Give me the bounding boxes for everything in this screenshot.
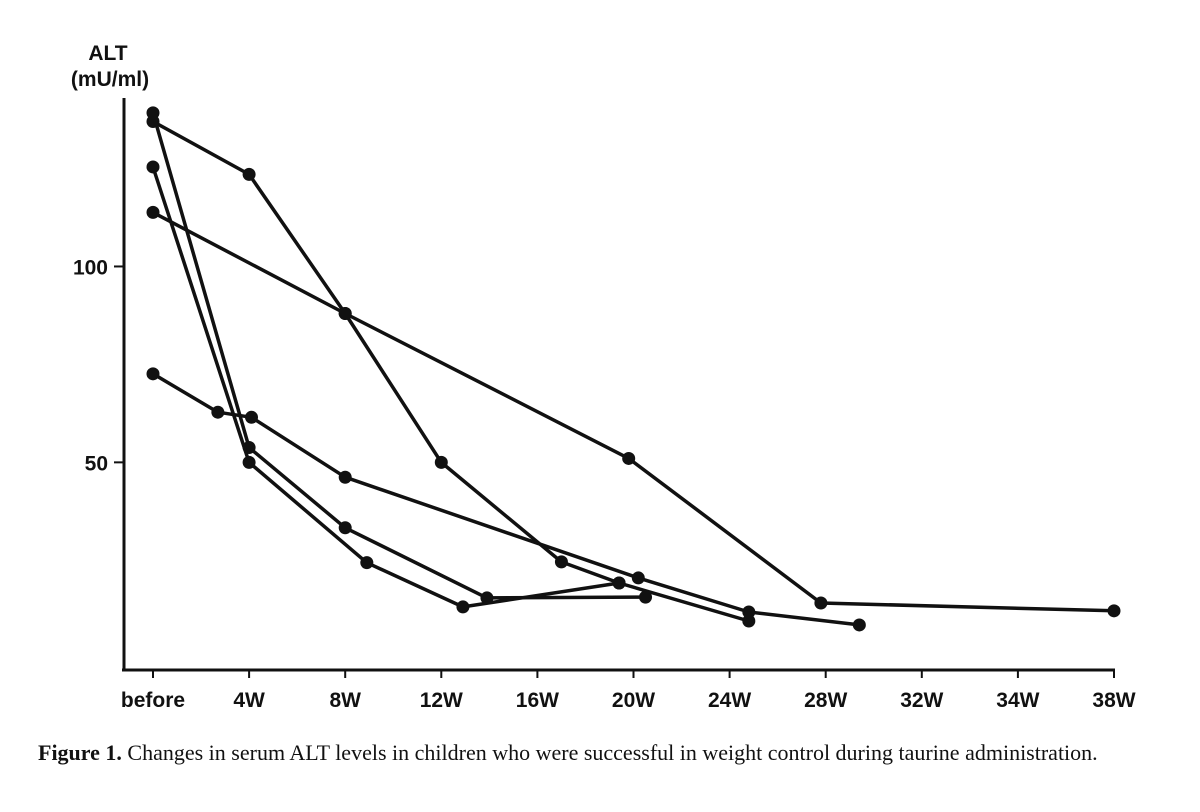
data-point	[360, 556, 374, 570]
data-point	[211, 405, 225, 419]
series-line	[151, 112, 646, 600]
data-point	[146, 205, 160, 219]
data-point	[242, 167, 256, 181]
data-point	[146, 367, 160, 381]
x-tick-label: 38W	[1092, 689, 1135, 712]
data-point	[245, 410, 259, 424]
y-axis-label-line2: (mU/ml)	[71, 68, 149, 91]
x-tick-label: 8W	[329, 689, 361, 712]
data-point	[554, 555, 568, 569]
y-tick-label: 100	[73, 256, 108, 279]
caption-text: Changes in serum ALT levels in children …	[121, 740, 1098, 765]
x-tick-label: 20W	[612, 689, 655, 712]
x-tick-label: 28W	[804, 689, 847, 712]
data-point	[742, 614, 756, 628]
data-point	[612, 576, 626, 590]
x-tick-label: before	[121, 689, 185, 712]
x-tick-label: 4W	[233, 689, 265, 712]
data-point	[338, 521, 352, 535]
series-line	[152, 372, 860, 627]
data-point	[146, 160, 160, 174]
series-line	[152, 119, 750, 623]
data-point	[338, 306, 352, 320]
series-3	[146, 160, 626, 614]
x-tick-label: 24W	[708, 689, 751, 712]
data-point	[456, 600, 470, 614]
data-point	[639, 590, 653, 604]
alt-line-chart: ALT (mU/ml) before 4W 8W 12W 16W 20W 24W 28W 32W…	[71, 42, 1136, 712]
caption-label: Figure 1.	[38, 740, 122, 765]
data-point	[742, 605, 756, 619]
y-tick-label: 50	[85, 452, 108, 475]
data-point	[631, 571, 645, 585]
x-tick-label: 34W	[996, 689, 1039, 712]
data-point	[1107, 604, 1121, 618]
series-2	[146, 106, 653, 605]
x-tick-label: 16W	[516, 689, 559, 712]
data-point	[852, 618, 866, 632]
series-1	[146, 115, 756, 628]
data-point	[434, 455, 448, 469]
y-axis-label-line1: ALT	[88, 42, 127, 65]
series-line	[152, 210, 1115, 613]
figure-caption: Figure 1. Changes in serum ALT levels in…	[38, 740, 1166, 765]
series-5	[146, 367, 866, 632]
x-tick-label: 32W	[900, 689, 943, 712]
series-line	[151, 166, 620, 609]
data-point	[146, 106, 160, 120]
data-point	[814, 596, 828, 610]
data-point	[242, 455, 256, 469]
data-point	[338, 470, 352, 484]
x-tick-label: 12W	[420, 689, 463, 712]
data-point	[622, 451, 636, 465]
series-4	[146, 205, 1121, 618]
